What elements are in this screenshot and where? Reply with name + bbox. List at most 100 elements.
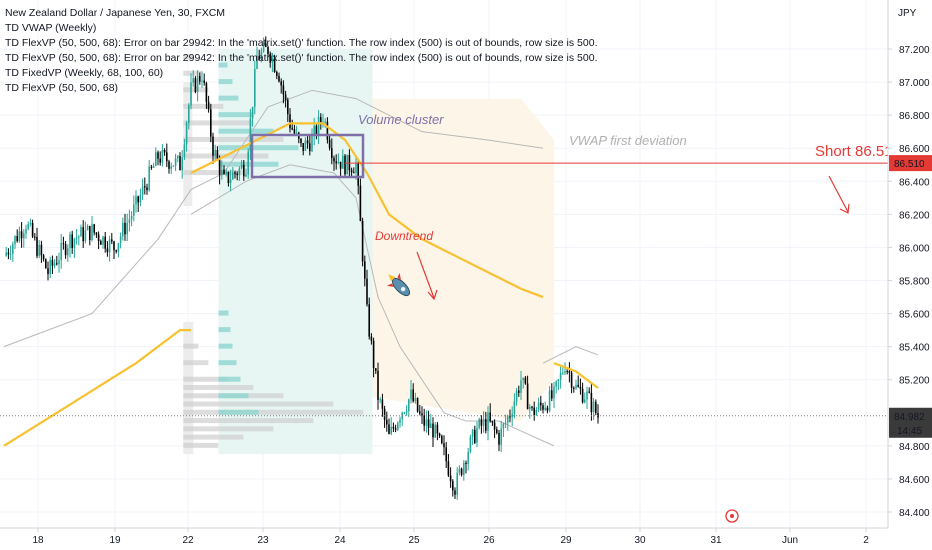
candle-body [168, 161, 170, 169]
price-tick-label: 86.200 [899, 210, 930, 221]
candle-body [353, 172, 355, 174]
candle-body [122, 222, 124, 237]
candle-body [282, 85, 285, 95]
candle-body [302, 143, 304, 151]
price-tick-label: 85.600 [899, 310, 930, 321]
candle-body [280, 81, 282, 86]
candle-body [590, 392, 593, 413]
candle-body [218, 159, 221, 176]
time-tick-label: 18 [32, 535, 44, 546]
candle-body [265, 43, 267, 48]
teal-profile-bar [218, 95, 239, 101]
candle-body [392, 426, 395, 429]
candle-body [139, 195, 142, 203]
teal-profile-bar [218, 327, 231, 333]
price-tick-label: 87.000 [899, 78, 930, 89]
candle-body [25, 228, 27, 234]
candle-body [229, 179, 232, 184]
indicator-5[interactable]: TD FlexVP (50, 500, 68) [5, 82, 119, 94]
candle-body [311, 135, 313, 152]
candle-body [216, 150, 219, 160]
chart-title: New Zealand Dollar / Japanese Yen, 30, F… [5, 7, 226, 19]
candle-body [456, 472, 458, 495]
candle-body [227, 171, 230, 184]
time-tick-label: 26 [483, 535, 495, 546]
candle-body [416, 398, 419, 412]
candle-body [555, 381, 557, 387]
candle-body [159, 158, 161, 163]
time-tick-label: 19 [109, 535, 121, 546]
teal-profile-bar [218, 376, 241, 382]
candle-body [449, 475, 452, 482]
candle-body [458, 468, 461, 473]
vwap-line [3, 329, 191, 447]
indicator-2[interactable]: TD FlexVP (50, 500, 68): Error on bar 29… [5, 37, 598, 49]
candle-body [375, 368, 377, 371]
price-tick-label: 84.400 [899, 508, 930, 519]
candle-body [102, 236, 104, 245]
candle-body [370, 336, 373, 341]
volume-cluster-box [250, 133, 365, 179]
candle-body [97, 234, 100, 242]
candle-body [452, 481, 454, 491]
price-tick-label: 86.800 [899, 111, 930, 122]
candle-body [119, 236, 122, 244]
candle-body [414, 398, 417, 402]
candle-body [346, 154, 348, 175]
candle-body [69, 234, 71, 249]
candle-body [221, 169, 223, 176]
candle-body [113, 241, 115, 251]
candle-body [155, 152, 157, 166]
candle-body [172, 165, 175, 167]
candle-body [170, 166, 172, 169]
candle-body [190, 82, 192, 106]
teal-profile-bar [218, 79, 233, 85]
candle-body [388, 424, 390, 434]
candle-body [566, 371, 568, 373]
candle-body [584, 399, 586, 403]
candle-body [205, 82, 208, 102]
candle-body [432, 423, 434, 438]
candle-body [56, 263, 58, 265]
price-tick-label: 86.000 [899, 243, 930, 254]
candle-body [179, 155, 181, 171]
indicator-1[interactable]: TD VWAP (Weekly) [5, 22, 97, 34]
candle-body [135, 196, 137, 205]
candle-body [465, 462, 467, 464]
candle-body [485, 419, 487, 431]
candle-body [111, 239, 113, 242]
candle-body [278, 75, 280, 82]
candle-body [161, 150, 164, 163]
teal-profile-bar [218, 409, 259, 415]
candle-body [203, 80, 205, 83]
volume-profile-bar [183, 442, 219, 448]
candle-body [498, 432, 500, 445]
candle-body [331, 148, 333, 159]
candle-body [194, 78, 197, 92]
candle-body [529, 406, 531, 410]
volume-profile-bar [183, 418, 314, 424]
candle-body [34, 236, 36, 238]
candle-body [199, 75, 201, 82]
candle-body [489, 412, 491, 421]
candle-body [320, 117, 322, 122]
candle-body [214, 150, 216, 156]
short-price-badge [889, 155, 932, 172]
candle-body [592, 401, 595, 413]
downtrend-label: Downtrend [375, 229, 433, 243]
volume-cluster-label: Volume cluster [358, 112, 444, 127]
candle-body [581, 388, 584, 403]
indicator-3[interactable]: TD FlexVP (50, 500, 68): Error on bar 29… [5, 52, 598, 64]
candle-body [359, 185, 362, 221]
candle-body [207, 101, 210, 110]
indicator-4[interactable]: TD FixedVP (Weekly, 68, 100, 60) [5, 67, 164, 79]
rocket-flame [388, 274, 396, 282]
volume-profile-bar [183, 70, 202, 76]
price-tick-label: 85.800 [899, 277, 930, 288]
candle-body [236, 173, 238, 176]
candle-body [152, 165, 155, 168]
candle-body [553, 386, 555, 399]
candle-body [89, 225, 91, 241]
candle-body [504, 422, 507, 424]
